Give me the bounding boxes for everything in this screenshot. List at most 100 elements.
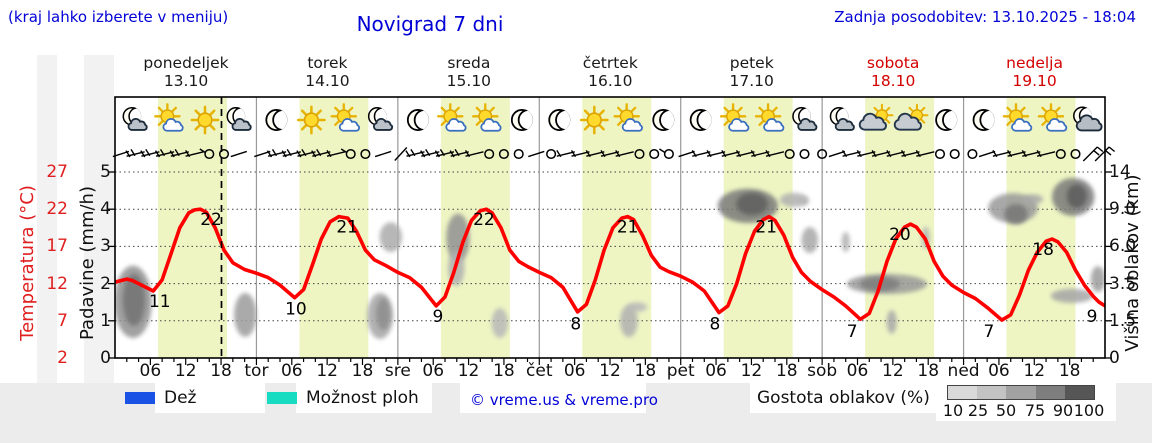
density-tick-label: 100 [1073,401,1105,420]
wind-barb-icon [615,150,634,158]
rain-legend-label: Dež [164,388,197,408]
wind-barb-icon [949,148,960,160]
day-name: ponedeljek [143,54,229,72]
wind-barb-icon [784,148,795,160]
legend-item-box [296,383,432,413]
temp-point-label: 21 [336,218,358,238]
wind-barb-icon [915,150,935,158]
wind-barb-icon [125,149,145,158]
density-tick-label: 25 [967,401,989,420]
weather-icon-sun-cloud [332,104,359,130]
wind-barb-icon [1082,146,1104,162]
day-name: sobota [866,54,920,72]
wind-barb-icon [405,149,425,158]
temp-point-label: 7 [983,322,994,342]
temp-point-label: 21 [617,218,639,238]
time-axis-label: 06 [705,361,727,381]
day-header-sreda: sreda 15.10 [398,54,540,90]
wind-barb-icon [513,148,524,160]
wind-barb-icon [659,148,674,160]
weather-icon-moon-cloud [793,108,816,130]
time-axis-label: čet [526,361,553,381]
copyright-link[interactable]: © vreme.us & vreme.pro [470,391,658,409]
time-axis-label: 18 [351,361,374,381]
wind-barb-icon [420,149,440,158]
last-update: Zadnja posodobitev: 13.10.2025 - 18:04 [834,8,1136,26]
wind-barb-icon [585,150,605,158]
day-header-nedelja: nedelja 19.10 [964,54,1106,90]
wind-barb-icon [570,150,590,158]
wind-barb-icon [140,149,160,158]
wind-barb-icon [900,150,920,158]
time-axis-label: pet [666,361,695,381]
time-axis-label: 18 [634,361,657,381]
time-axis-label: 18 [917,361,940,381]
wind-barb-icon [992,150,1012,158]
wind-barb-icon [978,150,996,158]
wind-barb-icon [1036,150,1056,158]
wind-barb-icon [185,150,204,158]
wind-barb-icon [311,149,331,158]
wind-barb-icon [600,150,620,158]
day-header-četrtek: četrtek 16.10 [539,54,681,90]
time-axis-label: tor [244,361,269,381]
weather-icon-sun-cloud [615,104,642,130]
weather-icon-cloud-sun [860,105,893,130]
wind-barb-icon [735,150,755,158]
weather-icon-sun-cloud [756,104,783,130]
day-name: sreda [447,54,491,72]
wind-barb-icon [218,148,230,160]
day-date: 19.10 [1012,72,1057,90]
wind-barb-icon [394,147,408,161]
day-date: 16.10 [588,72,633,90]
cloud-density-legend-label: Gostota oblakov (%) [757,388,930,408]
temp-tick-label: 7 [57,310,68,331]
time-axis-label: 06 [563,361,586,381]
day-header-sobota: sobota 18.10 [822,54,964,90]
time-axis-label: 12 [1023,361,1046,381]
wind-barb-icon [556,150,575,158]
wind-barb-icon [1094,146,1116,162]
temp-point-label: 8 [570,314,581,334]
cloud-height-tick-label: 1.5 [1109,310,1137,331]
wind-barb-icon [546,148,557,160]
wind-barb-icon [828,150,846,158]
wind-barb-icon [1055,148,1066,160]
cloud-height-tick-label: 3.5 [1109,273,1137,294]
cloud-height-tick-label: 9.0 [1109,199,1137,220]
temp-point-label: 8 [709,314,720,334]
wind-barb-icon [254,150,271,158]
temp-point-label: 7 [847,322,858,342]
weather-icon-moon [691,110,718,130]
wind-barb-icon [434,149,455,158]
wind-barb-icon [817,148,828,160]
day-name: torek [307,54,348,72]
time-axis-label: 12 [174,361,197,381]
left-margin-strip [37,55,57,443]
weather-icon-moon [653,110,680,130]
precip-tick-label: 1 [100,310,111,331]
cloud-density-gradient [947,385,1095,400]
weather-icon-moon [936,110,963,130]
time-axis-label: 06 [988,361,1010,381]
legend-item-box [750,383,940,413]
precip-tick-label: 3 [100,236,111,257]
time-axis-label: 06 [422,361,445,381]
cloud-height-tick-label: 14 [1109,162,1131,182]
day-header-torek: torek 14.10 [256,54,398,90]
wind-barb-icon [360,148,371,160]
wind-barb-icon [886,150,905,158]
weather-icon-moon-cloud [369,108,392,130]
wind-barb-icon [634,148,645,160]
time-axis-label: 18 [775,361,798,381]
wind-barb-icon [1070,148,1081,160]
day-name: petek [729,54,774,72]
wind-barb-icon [750,150,770,158]
day-date: 18.10 [870,72,916,90]
precip-tick-label: 4 [100,199,111,220]
weather-icon-sun-cloud [721,104,748,130]
precipitation-axis-label: Padavine (mm/h) [77,186,98,340]
wind-barb-icon [799,148,810,160]
wind-barb-icon [169,149,189,158]
weather-icon-moon-bigcloud [1074,107,1102,130]
